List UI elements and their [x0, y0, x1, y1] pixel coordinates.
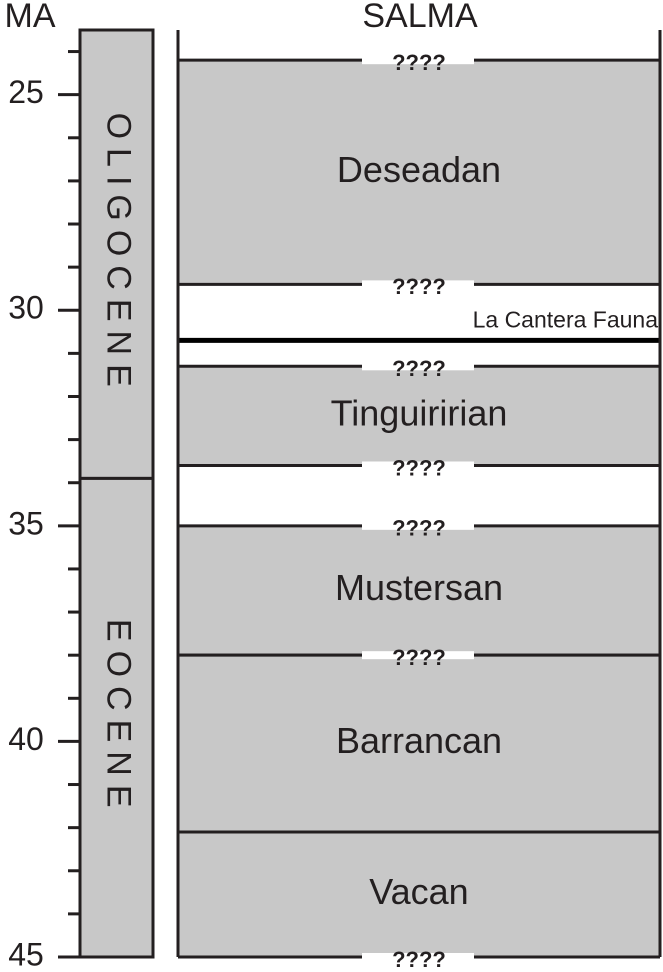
boundary-gap: [362, 953, 474, 961]
epoch-label: OLIGOCENE: [100, 113, 138, 396]
boundary-gap: [362, 461, 474, 470]
tick-label: 35: [8, 505, 44, 541]
tick-label: 45: [8, 936, 44, 972]
boundary-label: ????: [392, 455, 446, 480]
stage-label: Deseadan: [337, 149, 501, 190]
stage-box: [178, 60, 660, 285]
stage-box: [178, 831, 660, 957]
boundary-gap: [362, 651, 474, 660]
epoch-box: [78, 476, 155, 959]
column-title: SALMA: [362, 0, 478, 35]
boundary-gap: [362, 521, 474, 530]
tick-label: 40: [8, 721, 44, 757]
stage-label: Barrancan: [336, 720, 502, 761]
boundary-label: ????: [392, 947, 446, 972]
boundary-gap: [362, 362, 474, 371]
stage-box: [178, 655, 660, 832]
boundary-label: ????: [392, 274, 446, 299]
boundary-label: ????: [392, 50, 446, 75]
epoch-label: EOCENE: [100, 619, 138, 817]
boundary-label: ????: [392, 645, 446, 670]
stage-label: Vacan: [369, 871, 468, 912]
event-label: La Cantera Fauna: [473, 307, 659, 333]
tick-label: 25: [8, 74, 44, 110]
boundary-gap: [362, 280, 474, 289]
stage-label: Mustersan: [335, 567, 503, 608]
tick-label: 30: [8, 290, 44, 326]
stage-box: [178, 366, 660, 466]
boundary-label: ????: [392, 356, 446, 381]
boundary-label: ????: [392, 516, 446, 541]
stage-box: [178, 525, 660, 656]
boundary-gap: [362, 56, 474, 65]
axis-label: MA: [5, 0, 56, 35]
stage-label: Tinguiririan: [331, 392, 508, 433]
